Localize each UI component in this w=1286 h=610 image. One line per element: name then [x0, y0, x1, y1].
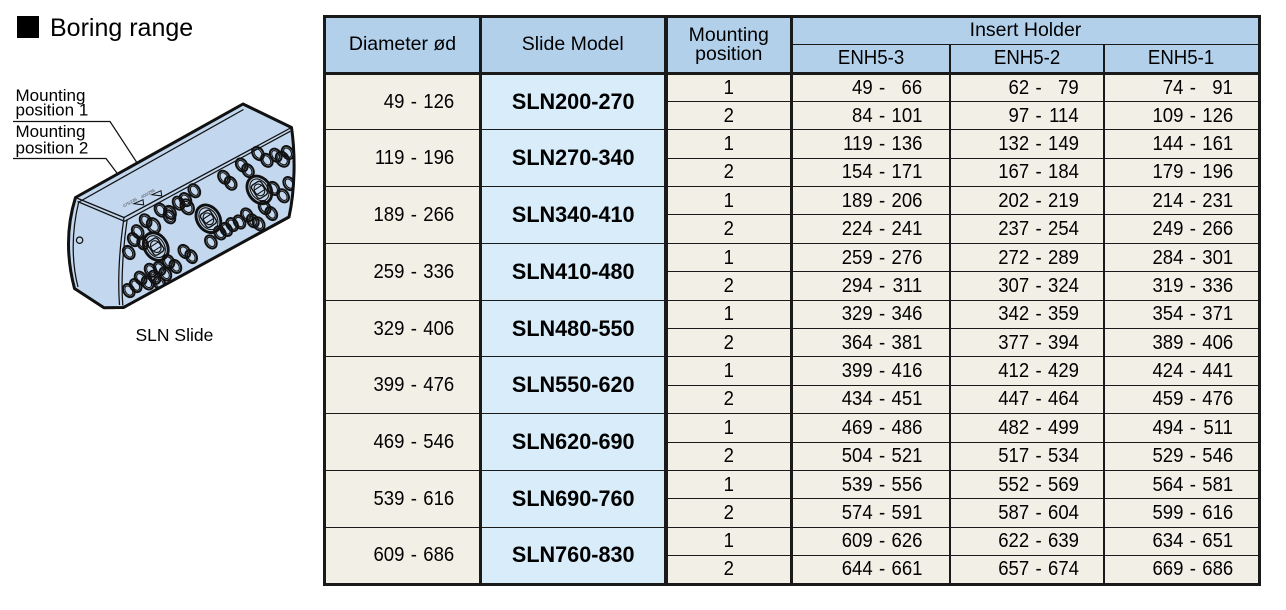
- svg-text:position 2: position 2: [16, 138, 89, 157]
- svg-text:Mounting: Mounting: [16, 122, 86, 141]
- svg-text:Mounting: Mounting: [16, 86, 86, 105]
- svg-text:position 1: position 1: [16, 101, 89, 120]
- svg-text:SLN Slide: SLN Slide: [136, 325, 214, 345]
